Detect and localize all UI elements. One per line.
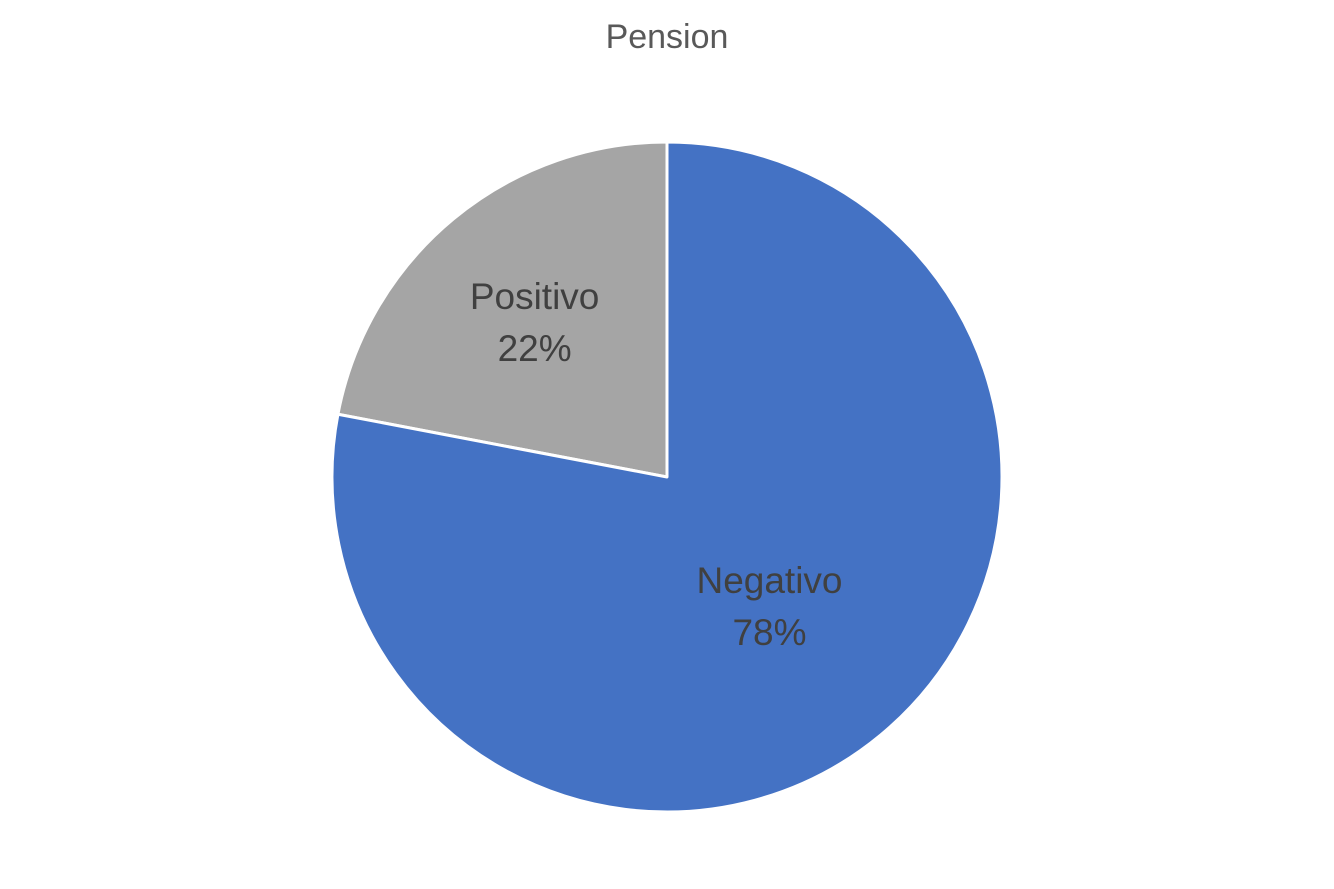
slice-label-positivo: Positivo xyxy=(470,276,600,317)
pie-slice-positivo xyxy=(336,140,669,479)
slice-value-negativo: 78% xyxy=(732,612,806,653)
chart-title: Pension xyxy=(605,18,729,56)
slice-value-positivo: 22% xyxy=(498,328,572,369)
pie-slice-negativo xyxy=(330,140,1004,814)
slice-label-negativo: Negativo xyxy=(696,560,842,601)
